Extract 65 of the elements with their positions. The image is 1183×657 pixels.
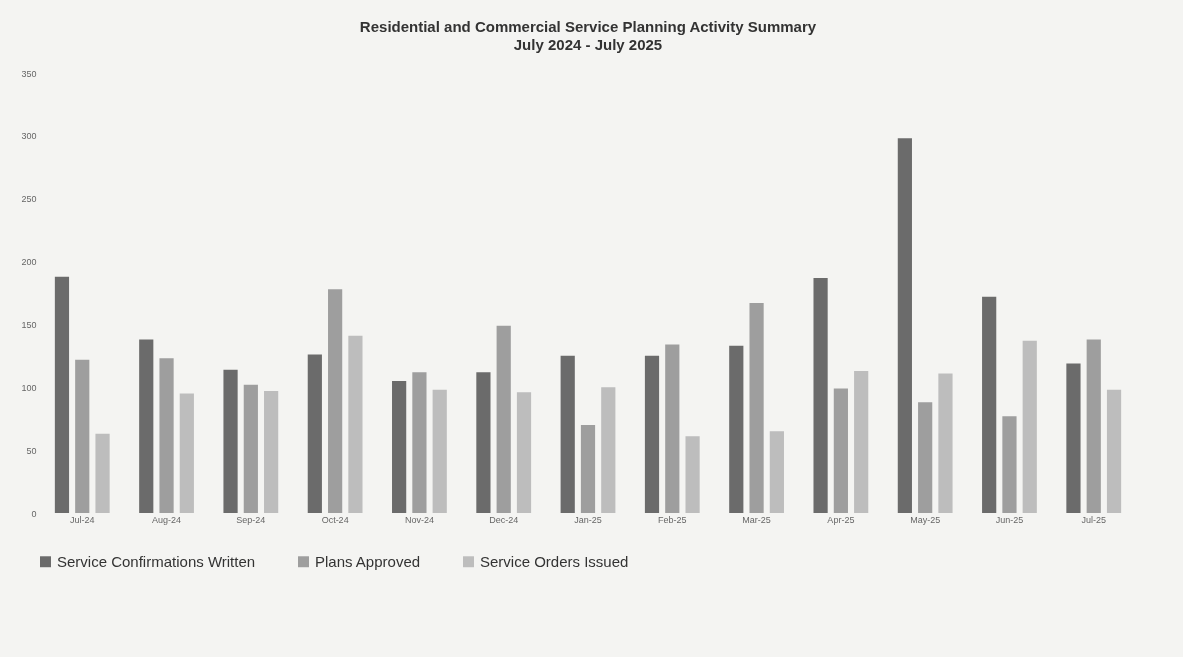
y-tick-label: 100: [21, 382, 37, 393]
bar: [139, 339, 154, 513]
bar: [54, 276, 70, 513]
bar: [1066, 363, 1081, 513]
bar: [159, 358, 174, 513]
bar: [938, 373, 953, 513]
bar: [476, 372, 491, 513]
bar: [516, 392, 532, 513]
bar: [348, 335, 363, 513]
bar: [179, 393, 194, 513]
bar: [918, 402, 933, 513]
x-tick-label: May-25: [910, 514, 941, 525]
chart-subtitle: July 2024 - July 2025: [513, 36, 663, 53]
bar: [432, 389, 447, 513]
bar: [75, 359, 90, 513]
bar: [1106, 389, 1122, 513]
bar: [854, 370, 869, 513]
bar: [982, 296, 997, 513]
x-tick-label: Sep-24: [236, 514, 266, 525]
legend-label: Plans Approved: [315, 552, 421, 570]
bar: [644, 355, 660, 513]
bar: [601, 387, 616, 513]
y-tick-label: 250: [21, 194, 37, 205]
bar: [813, 277, 828, 513]
chart-title: Residential and Commercial Service Planning Activity Summary: [359, 18, 817, 35]
bar: [496, 325, 511, 513]
y-tick-label: 200: [21, 257, 37, 268]
bar: [392, 381, 407, 513]
legend-label: Service Orders Issued: [480, 552, 629, 570]
bar: [1022, 340, 1037, 513]
bar: [769, 431, 784, 513]
y-tick-label: 0: [31, 508, 37, 519]
bar: [328, 289, 343, 513]
y-tick-label: 300: [21, 131, 37, 142]
bar: [1002, 416, 1017, 513]
x-tick-label: Feb-25: [658, 514, 687, 525]
bar: [264, 391, 279, 513]
bar: [665, 344, 680, 513]
bar: [560, 355, 575, 513]
x-tick-label: Oct-24: [321, 514, 349, 525]
bar: [580, 425, 596, 513]
y-tick-label: 150: [21, 319, 37, 330]
bar: [749, 303, 764, 513]
bar: [833, 388, 848, 513]
x-tick-label: Mar-25: [742, 514, 771, 525]
x-tick-label: Nov-24: [404, 514, 434, 525]
bar: [897, 138, 912, 513]
x-tick-label: Jan-25: [574, 514, 602, 525]
x-tick-label: Aug-24: [152, 514, 182, 525]
y-tick-label: 350: [21, 68, 37, 79]
bar: [307, 354, 322, 513]
x-tick-label: Apr-25: [827, 514, 855, 525]
x-tick-label: Jul-24: [70, 514, 95, 525]
x-tick-label: Jun-25: [995, 514, 1024, 525]
x-tick-label: Jul-25: [1081, 514, 1106, 525]
x-tick-label: Dec-24: [489, 514, 519, 525]
bar: [412, 372, 427, 513]
bar: [95, 433, 110, 513]
bar: [685, 436, 700, 513]
bar: [223, 369, 238, 513]
bar: [729, 345, 744, 513]
bar: [243, 384, 258, 513]
y-tick-label: 50: [26, 445, 37, 456]
bar: [1086, 339, 1101, 513]
legend-label: Service Confirmations Written: [57, 552, 256, 570]
